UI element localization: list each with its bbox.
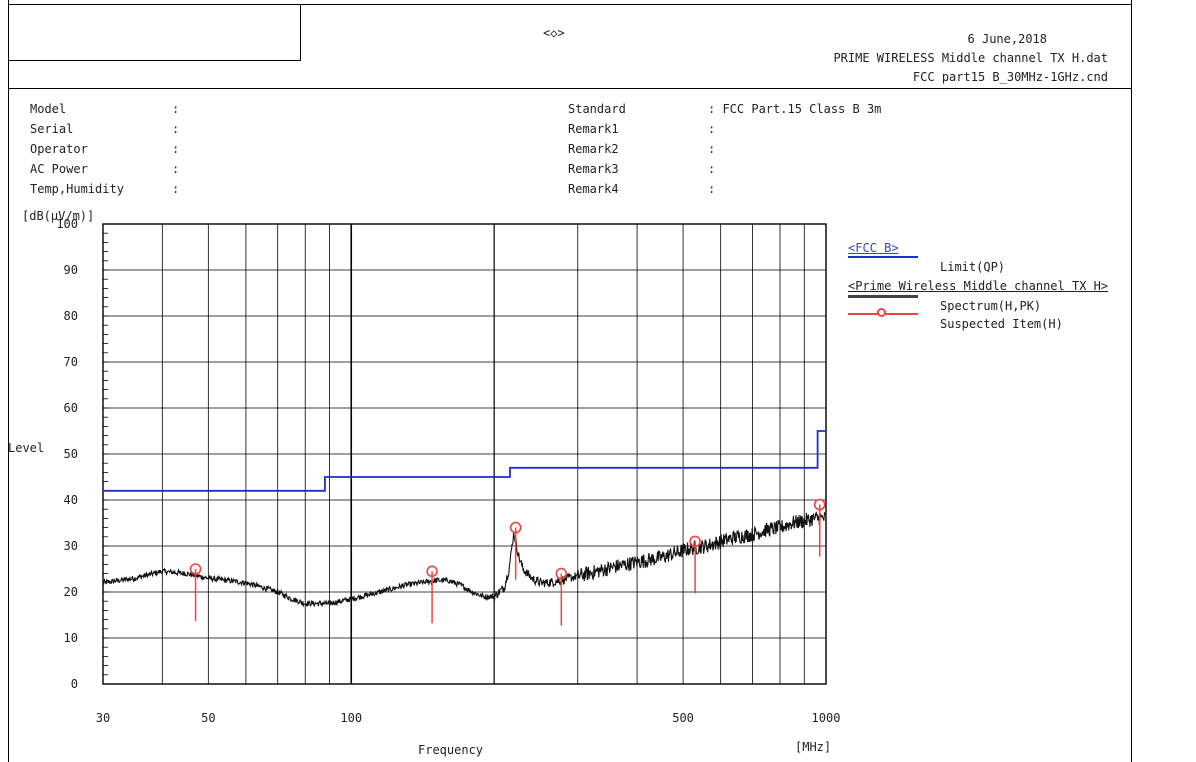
y-tick-label: 90 [64, 263, 78, 277]
suspected-series [189, 498, 826, 626]
y-tick-label: 40 [64, 493, 78, 507]
info-value-standard: : FCC Part.15 Class B 3m [708, 102, 882, 116]
info-label-remark3: Remark3 [568, 162, 619, 176]
y-axis-unit: [dB(μV/m)] [22, 209, 95, 223]
info-value-remark4: : [708, 182, 716, 196]
suspected-marker [426, 565, 438, 578]
legend-group-fcc-title: <FCC B> [848, 241, 899, 255]
info-value-remark1: : [708, 122, 716, 136]
x-axis-label: Frequency [418, 743, 484, 757]
plot-frame [102, 223, 827, 685]
limit-series [103, 430, 826, 492]
top-border [8, 4, 1132, 5]
major-grid [102, 223, 827, 685]
y-tick-label: 0 [71, 677, 78, 691]
y-tick-label: 20 [64, 585, 78, 599]
spectrum-series [102, 511, 827, 608]
info-value-model: : [172, 102, 180, 116]
info-value-remark2: : [708, 142, 716, 156]
x-tick-labels: 30 50 100 500 1000 [96, 711, 841, 725]
legend-spectrum-label: Spectrum(H,PK) [940, 299, 1042, 313]
info-label-temp-humidity: Temp,Humidity [30, 182, 124, 196]
y-tick-labels: 0 10 20 30 40 50 60 70 80 90 100 [56, 217, 78, 691]
x-tick-label: 50 [201, 711, 215, 725]
data-file-name: PRIME WIRELESS Middle channel TX H.dat [833, 51, 1108, 65]
y-tick-label: 10 [64, 631, 78, 645]
info-value-operator: : [172, 142, 180, 156]
x-tick-label: 30 [96, 711, 110, 725]
y-axis-label: Level [8, 441, 45, 455]
info-label-serial: Serial [30, 122, 74, 136]
info-label-model: Model [30, 102, 67, 116]
info-label-remark2: Remark2 [568, 142, 619, 156]
legend-group-spectrum-title: <Prime Wireless Middle channel TX H> [848, 279, 1109, 293]
legend-spectrum-swatch [848, 295, 918, 298]
legend-suspected-label: Suspected Item(H) [940, 317, 1063, 331]
info-label-operator: Operator [30, 142, 88, 156]
report-date: 6 June,2018 [967, 32, 1047, 46]
info-value-serial: : [172, 122, 180, 136]
x-tick-label: 100 [340, 711, 362, 725]
y-tick-label: 60 [64, 401, 78, 415]
y-tick-label: 30 [64, 539, 78, 553]
x-tick-label: 1000 [812, 711, 841, 725]
spectrum-trace [102, 511, 827, 608]
suspected-marker [689, 535, 701, 548]
legend-suspected-marker-icon [877, 308, 886, 317]
suspected-marker [813, 498, 826, 511]
info-label-ac-power: AC Power [30, 162, 88, 176]
center-mark: <◇> [543, 26, 565, 40]
suspected-marker [189, 563, 202, 575]
suspected-marker [509, 521, 522, 534]
info-label-standard: Standard [568, 102, 626, 116]
y-tick-label: 80 [64, 309, 78, 323]
header-divider [8, 88, 1132, 89]
info-value-remark3: : [708, 162, 716, 176]
y-tick-label: 100 [56, 217, 78, 231]
report-frame [8, 0, 1132, 762]
x-tick-label: 500 [672, 711, 694, 725]
title-box [8, 4, 301, 61]
info-label-remark4: Remark4 [568, 182, 619, 196]
suspected-marker [555, 567, 568, 580]
info-value-ac-power: : [172, 162, 180, 176]
legend-limit-swatch [848, 256, 918, 258]
legend-limit-label: Limit(QP) [940, 260, 1006, 274]
y-tick-label: 70 [64, 355, 78, 369]
info-label-remark1: Remark1 [568, 122, 619, 136]
y-tick-label: 50 [64, 447, 78, 461]
limit-line [103, 430, 826, 492]
x-axis-unit: [MHz] [795, 740, 832, 754]
condition-file-name: FCC part15 B_30MHz-1GHz.cnd [912, 70, 1108, 84]
info-value-temp-humidity: : [172, 182, 180, 196]
